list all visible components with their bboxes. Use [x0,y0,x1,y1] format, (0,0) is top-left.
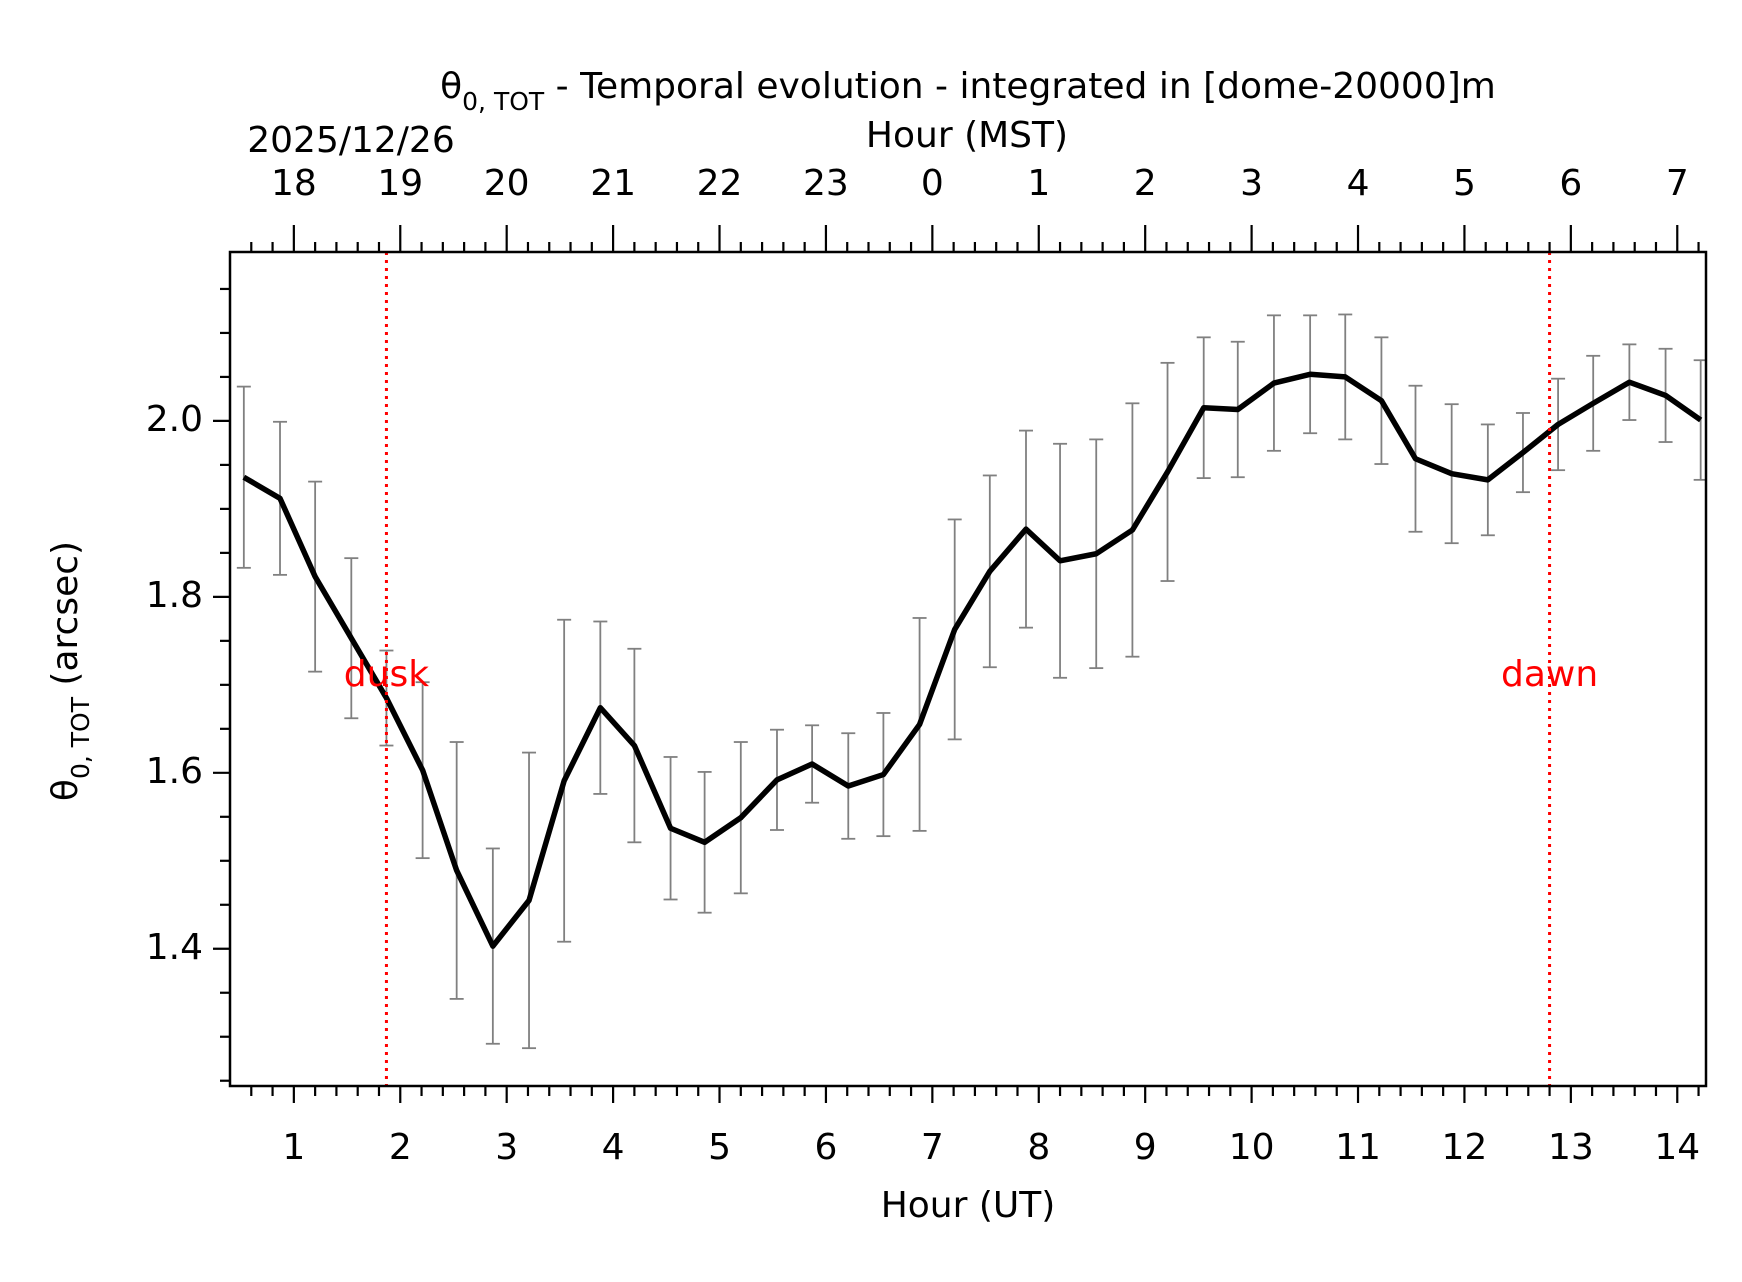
x-tick-label: 9 [1134,1127,1157,1168]
y-axis-label: θ0, TOT (arcsec) [45,541,95,801]
x2-tick-label: 0 [921,163,944,204]
title-subscript: 0, TOT [462,87,545,116]
x2-tick-label: 19 [377,163,423,204]
x-axis-label: Hour (UT) [881,1185,1056,1226]
x-tick-label: 1 [282,1127,305,1168]
x2-tick-label: 22 [697,163,743,204]
chart-title: θ0, TOT - Temporal evolution - integrate… [440,66,1496,116]
ylabel-subscript: 0, TOT [66,696,95,779]
x-tick-label: 8 [1027,1127,1050,1168]
plot-area [236,252,1706,1086]
x-tick-label: 6 [814,1127,837,1168]
ylabel-symbol: θ [45,779,86,801]
x2-tick-label: 21 [590,163,636,204]
title-symbol: θ [440,66,462,107]
x-tick-label: 2 [389,1127,412,1168]
y-tick-label: 1.6 [146,751,203,792]
x2-tick-label: 4 [1347,163,1370,204]
x-tick-label: 3 [495,1127,518,1168]
x-tick-label: 4 [602,1127,625,1168]
ylabel-text: (arcsec) [45,541,86,697]
x2-tick-label: 6 [1559,163,1582,204]
x-tick-label: 14 [1654,1127,1700,1168]
x2-tick-label: 5 [1453,163,1476,204]
date-label: 2025/12/26 [247,120,455,161]
x2-tick-label: 1 [1027,163,1050,204]
y-tick-label: 1.8 [146,575,203,616]
title-text: - Temporal evolution - integrated in [do… [544,66,1496,107]
x-tick-label: 12 [1442,1127,1488,1168]
plot-frame [228,250,1708,1088]
x2-tick-label: 23 [803,163,849,204]
y-tick-label: 1.4 [146,927,203,968]
x2-tick-label: 20 [484,163,530,204]
y-tick-label: 2.0 [146,399,203,440]
vline-label: dusk [344,654,429,695]
data-line [242,371,1703,949]
x-tick-label: 13 [1548,1127,1594,1168]
x2-axis-label: Hour (MST) [866,115,1068,156]
x2-tick-label: 2 [1134,163,1157,204]
x-tick-label: 7 [921,1127,944,1168]
vline-label: dawn [1501,654,1598,695]
x2-tick-label: 7 [1666,163,1689,204]
x-tick-label: 10 [1229,1127,1275,1168]
x-tick-label: 11 [1335,1127,1381,1168]
x2-tick-label: 3 [1240,163,1263,204]
x-tick-label: 5 [708,1127,731,1168]
x2-tick-label: 18 [271,163,317,204]
